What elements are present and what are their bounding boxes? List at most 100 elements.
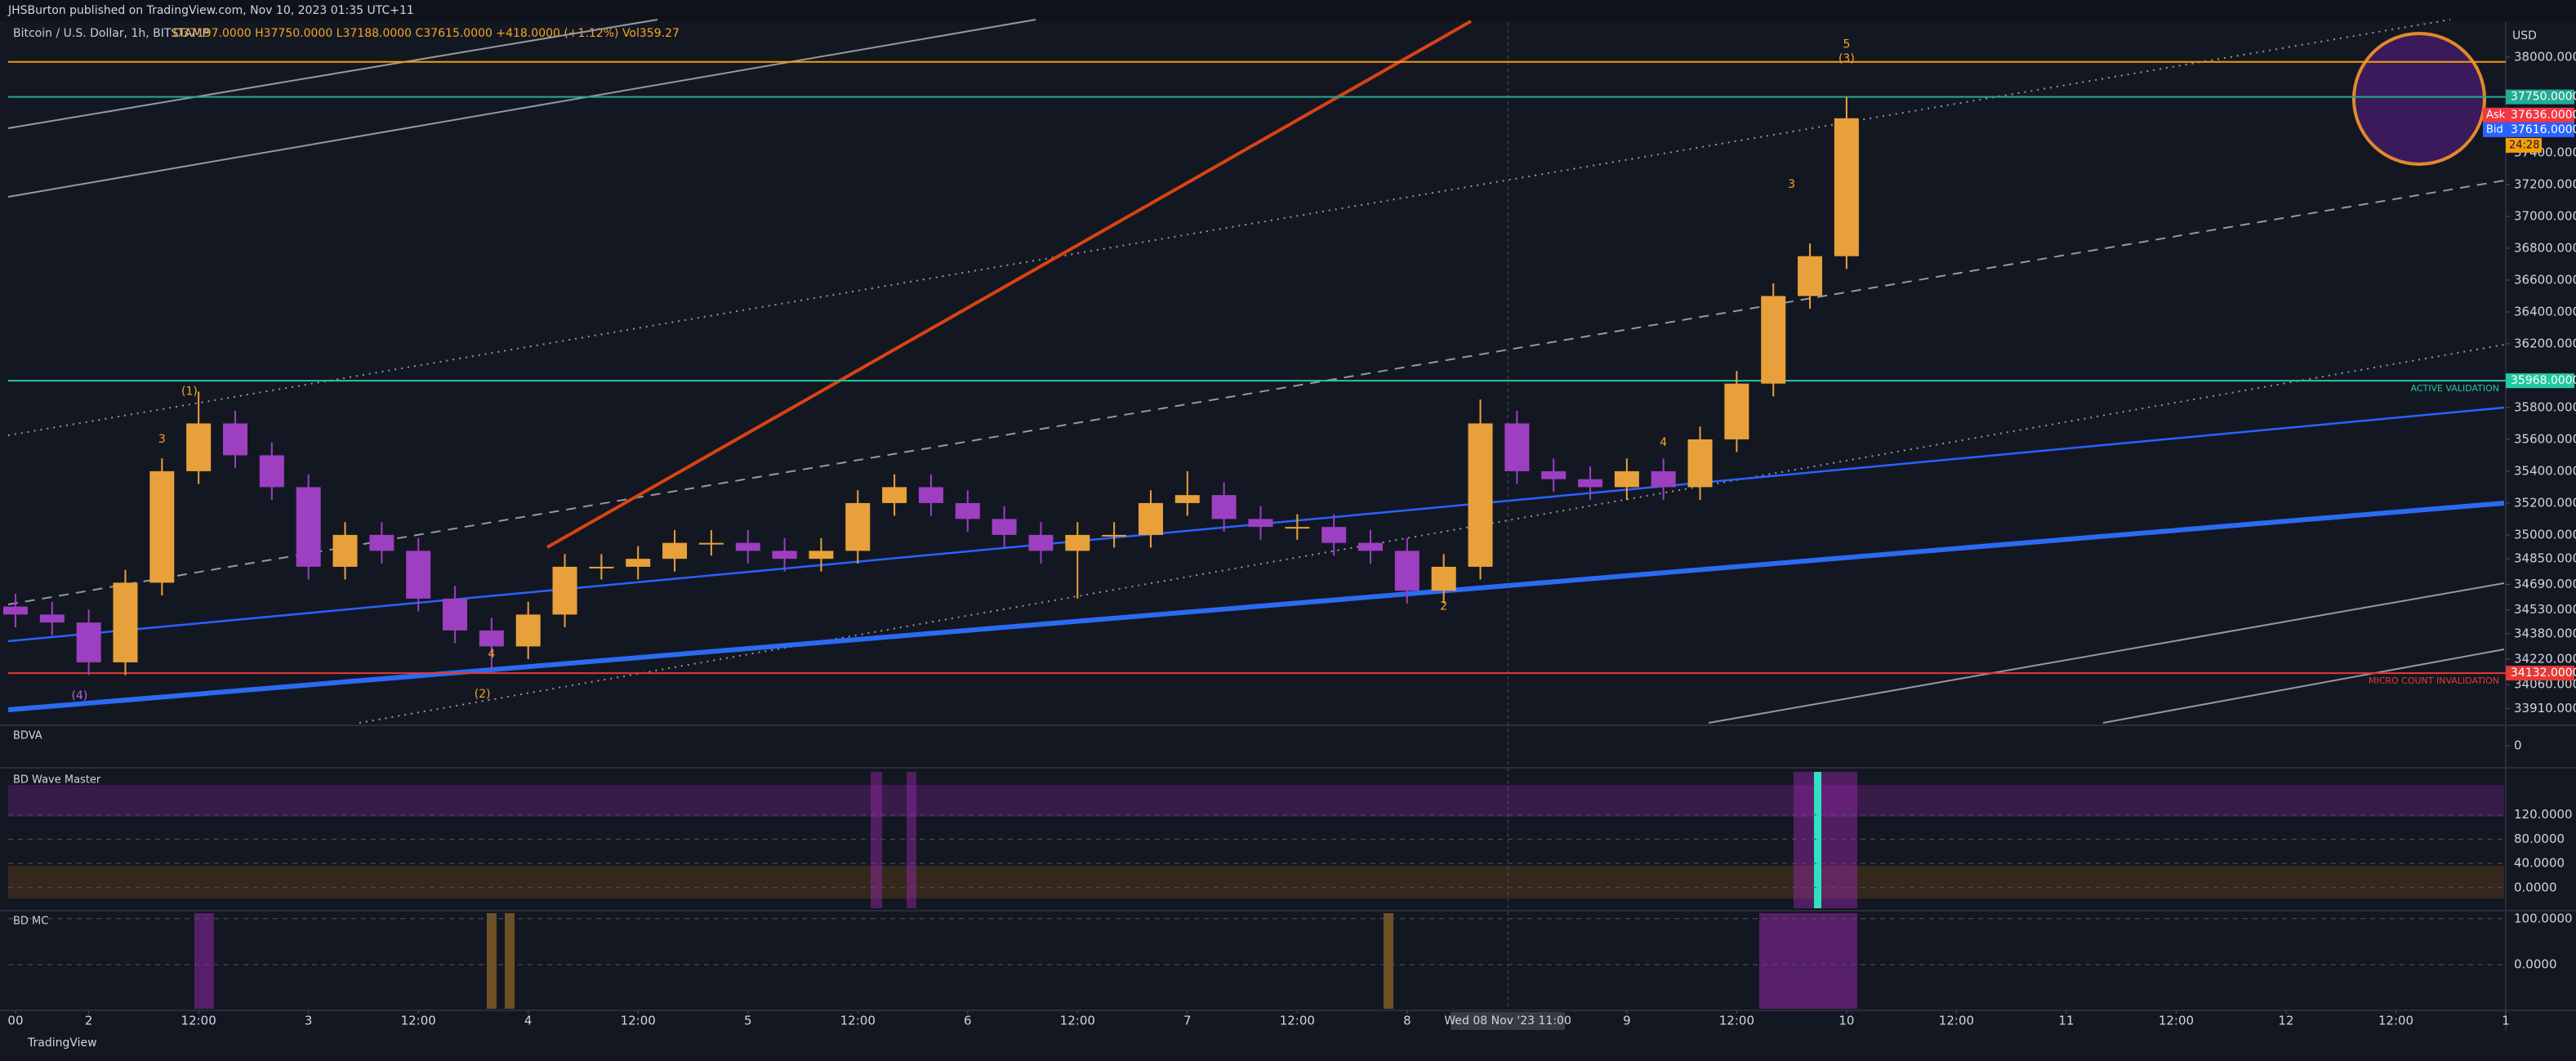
pane-title: BDVA: [13, 730, 42, 742]
candle-body: [1651, 470, 1676, 488]
candle-body: [369, 534, 394, 551]
y-tick-label: 37000.0000: [2514, 208, 2576, 223]
candle-body: [2, 606, 28, 615]
pane-tick-label: 0: [2514, 738, 2522, 753]
highlight: [1759, 913, 1857, 1009]
wave-label: 4: [1660, 436, 1667, 449]
wave-label: 2: [1440, 600, 1447, 613]
pane-tick-label: 0.0000: [2514, 957, 2557, 972]
candle-body: [1394, 551, 1419, 591]
candle-body: [443, 598, 468, 631]
candle-body: [626, 559, 651, 567]
candle-body: [479, 630, 504, 647]
candle-body: [259, 455, 284, 488]
price-tag-label: 35968.0000: [2511, 374, 2576, 387]
x-tick-label: 12:00: [2159, 1014, 2194, 1028]
x-tick-label: 3: [305, 1014, 313, 1028]
zone: [8, 866, 2504, 898]
price-tag: [2506, 89, 2574, 105]
x-tick-label: 2: [85, 1014, 93, 1028]
candle-body: [515, 614, 541, 647]
wave-label: 3: [1788, 178, 1795, 191]
x-tick-label: 6: [964, 1014, 972, 1028]
level-text: ACTIVE VALIDATION: [2411, 383, 2499, 394]
candle-body: [662, 542, 688, 559]
trendline: [1708, 582, 2505, 724]
wave-label: (1): [181, 385, 198, 398]
candle-body: [992, 519, 1017, 535]
candle-body: [1174, 495, 1200, 503]
trendline: [7, 180, 2505, 605]
crosshair-label-bg: [1451, 1012, 1566, 1030]
candle-body: [1578, 479, 1603, 488]
x-tick-label: 8: [1403, 1014, 1411, 1028]
x-tick-label: 10: [1838, 1014, 1854, 1028]
y-tick-label: 35400.0000: [2514, 463, 2576, 478]
candle-body: [1724, 383, 1749, 439]
pane-tick-label: 120.0000: [2514, 807, 2573, 822]
avatar: [2352, 32, 2486, 166]
candle-body: [1761, 296, 1786, 384]
y-tick-label: 35800.0000: [2514, 399, 2576, 414]
candle-body: [1798, 256, 1823, 296]
candle-body: [1834, 118, 1859, 256]
x-tick-label: 5: [744, 1014, 752, 1028]
candle-body: [918, 487, 943, 503]
trendline: [7, 19, 658, 129]
x-tick-label: 12:00: [840, 1014, 876, 1028]
y-tick-label: 34850.0000: [2514, 551, 2576, 566]
x-tick-label: 12:00: [2378, 1014, 2413, 1028]
trendline: [546, 20, 1472, 549]
pane-tick-label: 100.0000: [2514, 911, 2573, 925]
candle-body: [1504, 423, 1530, 471]
y-tick-label: 36400.0000: [2514, 304, 2576, 319]
trendline: [7, 19, 2451, 436]
wave-label: (3): [1838, 52, 1855, 65]
candle-body: [698, 542, 724, 545]
x-tick-label: 1: [2502, 1014, 2510, 1028]
x-tick-label: 11: [2058, 1014, 2074, 1028]
crosshair-label: Wed 08 Nov '23 11:00: [1444, 1014, 1571, 1028]
x-tick-label: 00: [7, 1014, 23, 1028]
price-tag-label: 37750.0000: [2511, 91, 2576, 104]
y-tick-label: 33910.0000: [2514, 701, 2576, 716]
x-tick-label: 4: [524, 1014, 533, 1028]
wave-label: 5: [1843, 38, 1850, 51]
x-tick-label: 7: [1183, 1014, 1192, 1028]
pane-tick-label: 0.0000: [2514, 880, 2557, 894]
candle-body: [1358, 542, 1383, 551]
candle-body: [1065, 534, 1090, 551]
highlight: [194, 913, 214, 1009]
x-tick-label: 12:00: [401, 1014, 436, 1028]
trendline: [7, 501, 2505, 712]
symbol: Bitcoin / U.S. Dollar, 1h, BITSTAMP: [13, 27, 209, 40]
highlight: [505, 913, 515, 1009]
y-tick-label: 35200.0000: [2514, 495, 2576, 510]
candle-body: [1614, 470, 1639, 488]
level-text: MICRO COUNT INVALIDATION: [2369, 675, 2499, 686]
wave-label: 3: [158, 433, 166, 446]
trendline: [2102, 649, 2505, 724]
wave-label: (4): [72, 689, 88, 702]
x-tick-label: 12:00: [181, 1014, 216, 1028]
x-tick-label: 12:00: [1060, 1014, 1095, 1028]
price-tag: [2506, 666, 2574, 681]
candle-body: [113, 582, 138, 662]
x-tick-label: 12:00: [1939, 1014, 1974, 1028]
x-tick-label: 12:00: [621, 1014, 656, 1028]
quote-name: Bid: [2486, 123, 2503, 136]
highlight: [907, 772, 916, 908]
highlight: [1794, 772, 1857, 908]
candle-body: [882, 487, 907, 503]
y-tick-label: 35000.0000: [2514, 527, 2576, 542]
candle-body: [332, 534, 358, 567]
panes: [0, 21, 2576, 1031]
y-tick-label: 34060.0000: [2514, 677, 2576, 692]
x-tick-label: 12:00: [1719, 1014, 1754, 1028]
y-tick-label: 35600.0000: [2514, 431, 2576, 446]
x-tick-label: 12:00: [1280, 1014, 1315, 1028]
candle-body: [845, 502, 871, 551]
zone: [8, 785, 2504, 817]
pane-tick-label: 80.0000: [2514, 831, 2565, 846]
